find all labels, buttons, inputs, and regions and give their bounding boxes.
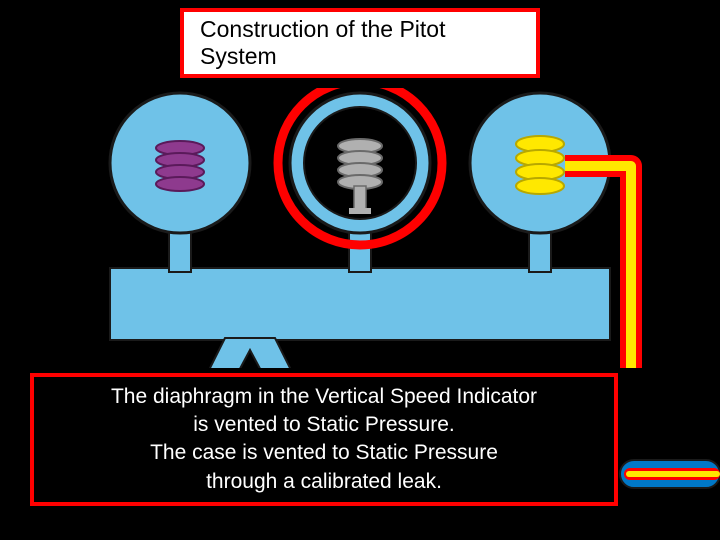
description-box: The diaphragm in the Vertical Speed Indi… [30,373,618,506]
description-line: is vented to Static Pressure. [42,411,606,439]
static-manifold [110,268,610,340]
branch-vsi [349,228,371,272]
pitot-probe-icon [610,454,720,494]
branch-altimeter [169,228,191,272]
description-line: The case is vented to Static Pressure [42,439,606,467]
description-line: The diaphragm in the Vertical Speed Indi… [42,383,606,411]
static-y-tube [205,338,295,368]
pitot-system-diagram [75,88,645,368]
description-line: through a calibrated leak. [42,468,606,496]
altimeter-capsule [156,141,204,191]
branch-asi [529,228,551,272]
title-box: Construction of the Pitot System [180,8,540,78]
page-title: Construction of the Pitot System [200,16,445,69]
